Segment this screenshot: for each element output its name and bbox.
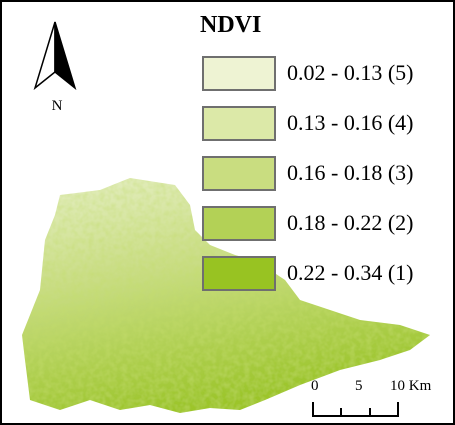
legend-swatch bbox=[203, 57, 275, 90]
legend-swatch bbox=[203, 157, 275, 190]
scale-label: 10 Km bbox=[390, 378, 432, 394]
legend-swatch bbox=[203, 107, 275, 140]
north-label: N bbox=[52, 98, 63, 114]
legend-label: 0.22 - 0.34 (1) bbox=[287, 260, 413, 285]
legend-label: 0.16 - 0.18 (3) bbox=[287, 160, 413, 185]
legend-label: 0.13 - 0.16 (4) bbox=[287, 110, 413, 135]
legend-label: 0.02 - 0.13 (5) bbox=[287, 60, 413, 85]
legend-label: 0.18 - 0.22 (2) bbox=[287, 210, 413, 235]
legend-swatch bbox=[203, 257, 275, 290]
legend-swatch bbox=[203, 207, 275, 240]
map-figure: N NDVI 0.02 - 0.13 (5) 0.13 - 0.16 (4) 0.1… bbox=[0, 0, 455, 425]
scale-label: 0 bbox=[311, 378, 319, 394]
legend-title: NDVI bbox=[200, 12, 261, 38]
scale-label: 5 bbox=[355, 378, 363, 394]
